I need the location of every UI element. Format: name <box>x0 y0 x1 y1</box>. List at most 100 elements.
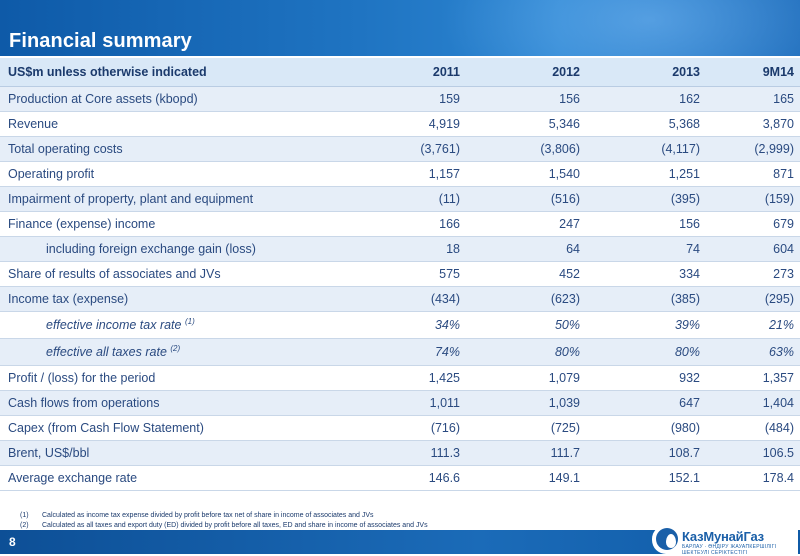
header-2012: 2012 <box>460 58 580 87</box>
header-band: Financial summary <box>0 0 800 56</box>
cell-2012: (725) <box>460 415 580 441</box>
cell-9m14: 63% <box>700 338 800 366</box>
cell-2011: (434) <box>340 286 460 312</box>
cell-2013: 108.7 <box>580 440 700 466</box>
cell-2011: 166 <box>340 211 460 237</box>
table-row: Share of results of associates and JVs 5… <box>0 261 800 287</box>
footnote-mark: (2) <box>20 522 29 529</box>
cell-2011: 146.6 <box>340 465 460 491</box>
row-label: Total operating costs <box>0 136 340 162</box>
cell-9m14: 1,357 <box>700 365 800 391</box>
cell-9m14: 604 <box>700 236 800 262</box>
cell-9m14: (295) <box>700 286 800 312</box>
cell-2012: 247 <box>460 211 580 237</box>
row-label: Income tax (expense) <box>0 286 340 312</box>
cell-2013: 1,251 <box>580 161 700 187</box>
cell-2012: (516) <box>460 186 580 212</box>
cell-2011: 4,919 <box>340 111 460 137</box>
row-label: Brent, US$/bbl <box>0 440 340 466</box>
row-label: Finance (expense) income <box>0 211 340 237</box>
table-row: Profit / (loss) for the period 1,425 1,0… <box>0 365 800 391</box>
table-row: Cash flows from operations 1,011 1,039 6… <box>0 390 800 416</box>
cell-2012: 452 <box>460 261 580 287</box>
footnote-mark: (1) <box>20 512 29 519</box>
table-header-row: US$m unless otherwise indicated 2011 201… <box>0 58 800 87</box>
row-label: Revenue <box>0 111 340 137</box>
cell-2012: 5,346 <box>460 111 580 137</box>
cell-2013: 152.1 <box>580 465 700 491</box>
cell-2013: 74 <box>580 236 700 262</box>
footnotes: (1) Calculated as income tax expense div… <box>20 511 428 531</box>
cell-2011: 18 <box>340 236 460 262</box>
financial-summary-table: US$m unless otherwise indicated 2011 201… <box>0 58 800 491</box>
table-row: Impairment of property, plant and equipm… <box>0 186 800 212</box>
cell-2013: 156 <box>580 211 700 237</box>
cell-2013: 5,368 <box>580 111 700 137</box>
cell-2013: 162 <box>580 86 700 112</box>
table-row: Income tax (expense) (434) (623) (385) (… <box>0 286 800 312</box>
header-2011: 2011 <box>340 58 460 87</box>
footnote-1: (1) Calculated as income tax expense div… <box>20 511 428 521</box>
row-label: Operating profit <box>0 161 340 187</box>
cell-2012: 1,079 <box>460 365 580 391</box>
cell-2012: 156 <box>460 86 580 112</box>
table-row: effective income tax rate (1) 34% 50% 39… <box>0 311 800 339</box>
page-title: Financial summary <box>9 30 192 52</box>
cell-9m14: 679 <box>700 211 800 237</box>
footnote-text: Calculated as income tax expense divided… <box>42 512 374 519</box>
cell-2013: 334 <box>580 261 700 287</box>
cell-2011: (3,761) <box>340 136 460 162</box>
row-label: including foreign exchange gain (loss) <box>0 236 340 262</box>
row-label: Production at Core assets (kbopd) <box>0 86 340 112</box>
cell-2011: (11) <box>340 186 460 212</box>
header-label: US$m unless otherwise indicated <box>0 58 340 87</box>
cell-2013: (395) <box>580 186 700 212</box>
cell-2011: 1,011 <box>340 390 460 416</box>
cell-2011: 74% <box>340 338 460 366</box>
cell-9m14: 106.5 <box>700 440 800 466</box>
footnote-ref: (1) <box>184 317 195 327</box>
cell-2011: 1,425 <box>340 365 460 391</box>
cell-2012: 111.7 <box>460 440 580 466</box>
cell-2011: 34% <box>340 311 460 339</box>
cell-2011: 1,157 <box>340 161 460 187</box>
cell-2011: 111.3 <box>340 440 460 466</box>
row-label: effective all taxes rate (2) <box>0 338 340 366</box>
cell-9m14: 21% <box>700 311 800 339</box>
page-number: 8 <box>9 535 16 549</box>
cell-2013: (980) <box>580 415 700 441</box>
row-label: Share of results of associates and JVs <box>0 261 340 287</box>
table-row: Capex (from Cash Flow Statement) (716) (… <box>0 415 800 441</box>
table-row: Brent, US$/bbl 111.3 111.7 108.7 106.5 <box>0 440 800 466</box>
header-glow <box>440 0 800 56</box>
cell-2011: 159 <box>340 86 460 112</box>
row-label: Average exchange rate <box>0 465 340 491</box>
cell-9m14: 273 <box>700 261 800 287</box>
cell-2013: 80% <box>580 338 700 366</box>
row-label: Profit / (loss) for the period <box>0 365 340 391</box>
logo-name: КазМунайГаз <box>682 529 764 544</box>
cell-2012: 64 <box>460 236 580 262</box>
cell-2011: 575 <box>340 261 460 287</box>
logo-tagline: БАРЛАУ · ӨНДІРУ ЖАУАПКЕРШІЛІГІ ШЕКТЕУЛІ … <box>682 544 777 556</box>
drop-icon <box>656 528 678 550</box>
row-label-text: effective income tax rate <box>46 318 182 333</box>
cell-2013: (4,117) <box>580 136 700 162</box>
table-row: effective all taxes rate (2) 74% 80% 80%… <box>0 338 800 366</box>
cell-2012: 1,540 <box>460 161 580 187</box>
footnote-2: (2) Calculated as all taxes and export d… <box>20 521 428 531</box>
cell-9m14: 178.4 <box>700 465 800 491</box>
header-2013: 2013 <box>580 58 700 87</box>
cell-2013: 932 <box>580 365 700 391</box>
cell-2012: 149.1 <box>460 465 580 491</box>
row-label: Capex (from Cash Flow Statement) <box>0 415 340 441</box>
cell-9m14: (159) <box>700 186 800 212</box>
cell-9m14: 1,404 <box>700 390 800 416</box>
cell-9m14: (484) <box>700 415 800 441</box>
table-row: Average exchange rate 146.6 149.1 152.1 … <box>0 465 800 491</box>
row-label-text: effective all taxes rate <box>46 345 167 360</box>
row-label: Cash flows from operations <box>0 390 340 416</box>
cell-2012: 1,039 <box>460 390 580 416</box>
table-row: Total operating costs (3,761) (3,806) (4… <box>0 136 800 162</box>
table-row: Operating profit 1,157 1,540 1,251 871 <box>0 161 800 187</box>
